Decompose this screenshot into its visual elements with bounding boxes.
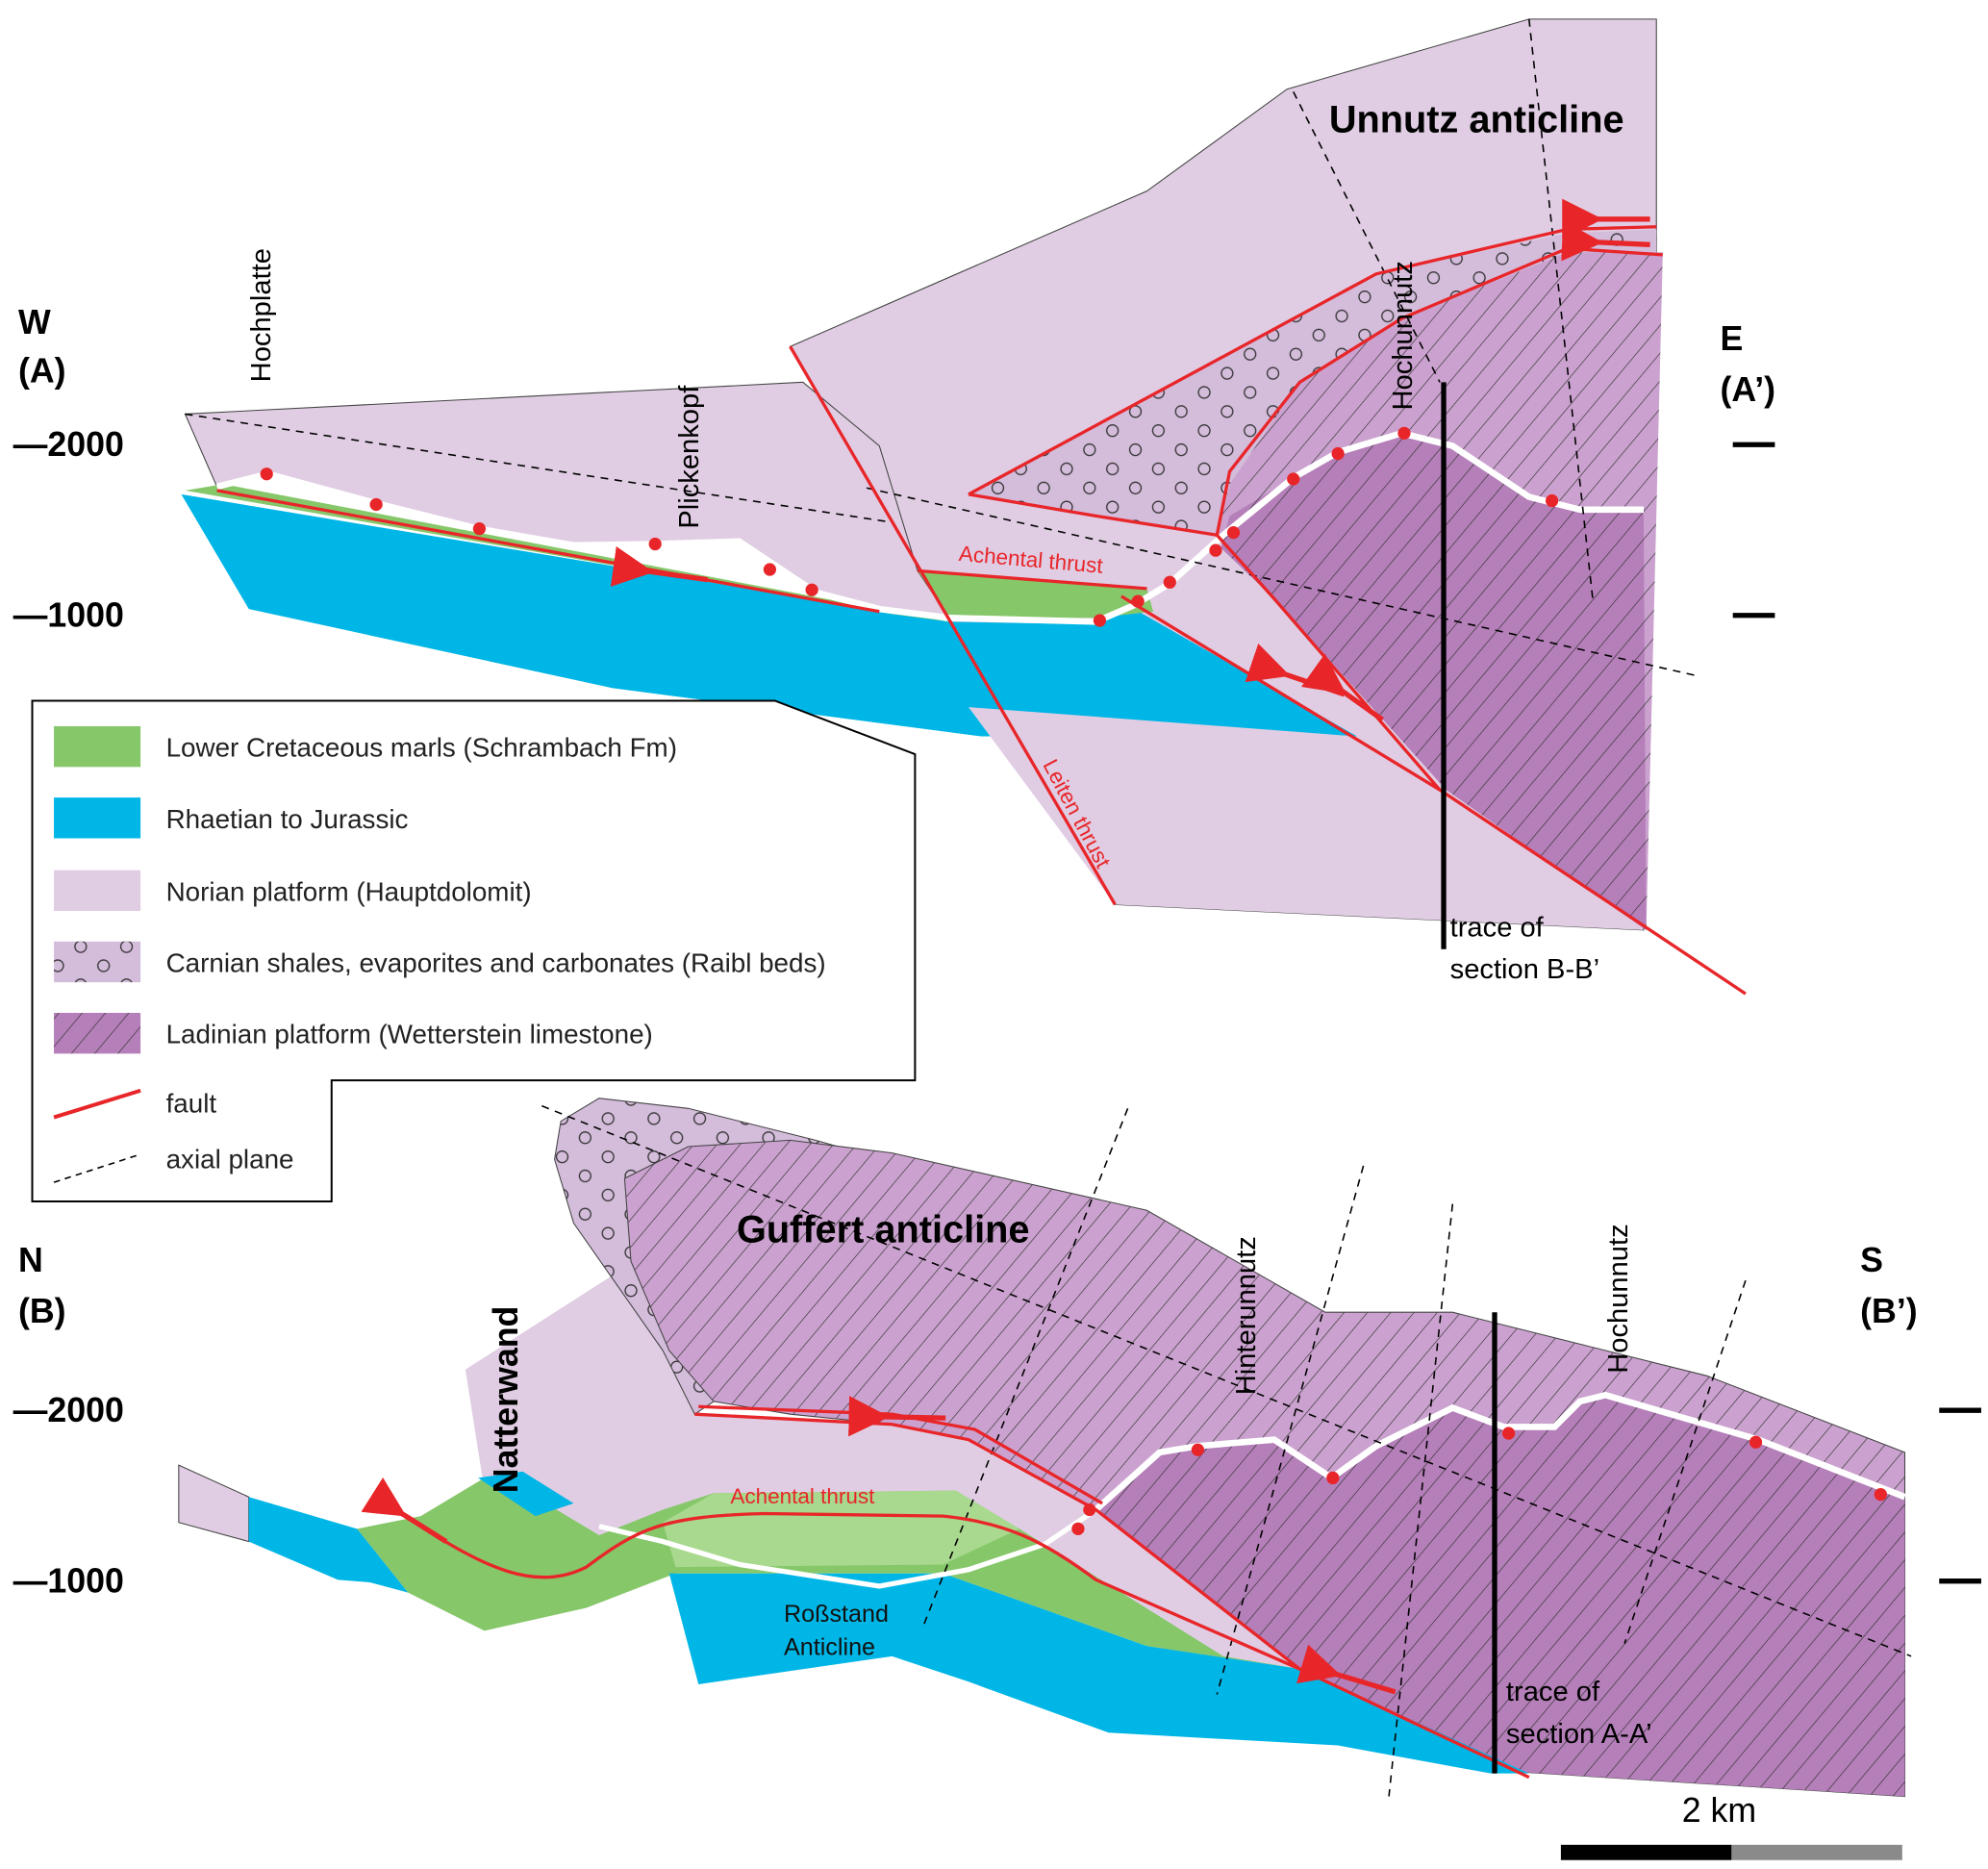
legend-item-norian: Norian platform (Hauptdolomit)	[54, 870, 532, 911]
right-label-b-prime: (B’)	[1860, 1292, 1918, 1330]
axial-planes	[541, 1104, 1912, 1797]
achental-thrust-label: Achental thrust	[730, 1484, 875, 1508]
rhaetian-natterwand	[478, 1471, 574, 1517]
legend-item-cretaceous: Lower Cretaceous marls (Schrambach Fm)	[54, 725, 677, 768]
peak-hochunnutz: Hochunnutz	[1388, 261, 1419, 410]
peak-plickenkopf: Plickenkopf	[674, 385, 705, 529]
scale-bar: 2 km	[1560, 1791, 1902, 1860]
fault-arrows	[610, 198, 1650, 722]
axial-planes	[185, 18, 1696, 676]
right-label-e: E	[1720, 319, 1743, 358]
rhaetian-jurassic-unit	[181, 493, 1357, 737]
trace-label-1: trace of	[1450, 912, 1545, 943]
svg-text:Lower Cretaceous marls (Schram: Lower Cretaceous marls (Schrambach Fm)	[166, 733, 677, 763]
wetterstein-subsurface	[1095, 1395, 1905, 1797]
rhaetian-jurassic-unit-main	[668, 1573, 1529, 1774]
fault-arrows	[361, 1396, 1397, 1695]
wetterstein-subsurface	[1220, 433, 1647, 930]
cretaceous-marls-upper	[663, 1490, 1019, 1568]
faults	[216, 225, 1747, 996]
unnutz-anticline-title: Unnutz anticline	[1329, 99, 1624, 141]
legend-item-rhaetian: Rhaetian to Jurassic	[54, 797, 409, 839]
depth-2000: —2000	[13, 425, 124, 464]
svg-text:Norian platform (Hauptdolomit): Norian platform (Hauptdolomit)	[166, 876, 532, 906]
norian-lower-block	[969, 707, 1644, 930]
depth-1000: —1000	[13, 596, 124, 635]
fault-dots	[1071, 1427, 1887, 1535]
left-label-w: W	[18, 303, 51, 341]
legend-box	[31, 699, 917, 1202]
svg-text:fault: fault	[166, 1088, 217, 1118]
svg-text:Carnian shales, evaporites and: Carnian shales, evaporites and carbonate…	[166, 948, 826, 978]
legend: Lower Cretaceous marls (Schrambach Fm) R…	[31, 699, 917, 1202]
legend-item-axial-plane: axial plane	[53, 1145, 294, 1183]
legend-item-ladinian: Ladinian platform (Wetterstein limestone…	[54, 1012, 653, 1054]
guffert-anticline-title: Guffert anticline	[737, 1208, 1030, 1250]
depth-1000: —1000	[13, 1562, 124, 1601]
svg-text:Ladinian platform (Wetterstein: Ladinian platform (Wetterstein limestone…	[166, 1020, 653, 1049]
left-label-n: N	[18, 1241, 43, 1279]
trace-label-1: trace of	[1506, 1677, 1600, 1707]
right-label-s: S	[1860, 1241, 1883, 1279]
topographic-surface	[215, 429, 1644, 625]
left-label-b: (B)	[18, 1292, 66, 1330]
rhaetian-jurassic-unit	[248, 1497, 409, 1593]
svg-text:Rhaetian to Jurassic: Rhaetian to Jurassic	[166, 804, 409, 834]
left-label-a: (A)	[18, 351, 66, 390]
legend-item-fault: fault	[53, 1088, 217, 1120]
raibl-unit	[969, 229, 1657, 536]
section-a-a: W (A) E (A’) —2000 —1000 Unnutz anticlin…	[13, 18, 1775, 996]
topographic-surface-lower	[598, 1507, 1097, 1589]
section-b-b: N (B) S (B’) —2000 —1000 Guffert anticli…	[13, 1098, 1981, 1860]
scale-label: 2 km	[1682, 1791, 1756, 1830]
rossstand-label-1: Roßstand	[784, 1601, 889, 1628]
depth-2000: —2000	[13, 1391, 124, 1429]
trace-label-2: section A-A’	[1506, 1719, 1652, 1750]
peak-hinterunnutz: Hinterunnutz	[1231, 1236, 1262, 1395]
rossstand-label-2: Anticline	[784, 1633, 875, 1660]
peak-hochplatte: Hochplatte	[246, 248, 277, 382]
fault-dots	[260, 426, 1559, 627]
svg-text:axial plane: axial plane	[166, 1145, 294, 1174]
legend-item-carnian: Carnian shales, evaporites and carbonate…	[54, 941, 826, 983]
right-label-a-prime: (A’)	[1720, 370, 1775, 409]
cretaceous-marls-unit-2	[918, 570, 1154, 619]
norian-left	[178, 1464, 250, 1543]
peak-natterwand: Natterwand	[487, 1306, 525, 1494]
peak-hochunnutz: Hochunnutz	[1603, 1224, 1634, 1373]
trace-label-2: section B-B’	[1450, 954, 1599, 985]
